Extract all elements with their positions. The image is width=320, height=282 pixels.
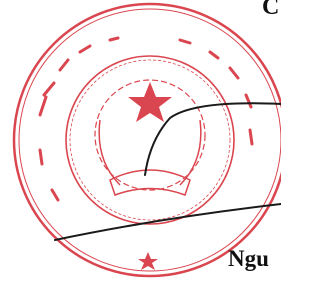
seal-bottom-star <box>138 252 158 270</box>
seal-letter-marks <box>40 38 252 200</box>
red-seal <box>14 4 281 276</box>
seal-outer-ring-thin <box>19 9 281 271</box>
signer-name: Ngu <box>228 246 269 271</box>
seal-inner-ring <box>66 56 234 224</box>
seal-outer-ring <box>14 4 281 276</box>
header-text: C <box>262 0 279 20</box>
emblem-star <box>128 82 172 122</box>
stamp-document: C Ngu <box>0 0 281 282</box>
page: C Ngu (() => { const data = JSON.parse(d… <box>0 0 281 282</box>
signature-stroke-upper <box>145 103 281 175</box>
